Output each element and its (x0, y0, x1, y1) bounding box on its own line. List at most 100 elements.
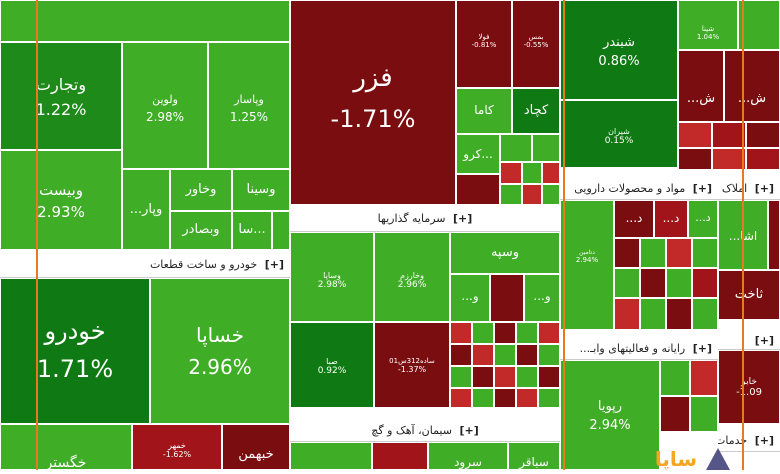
treemap-tile[interactable] (500, 134, 532, 162)
treemap-tile-khsapa[interactable]: خساپا 2.96% (150, 278, 290, 424)
expand-button[interactable]: [+] (264, 258, 284, 271)
treemap-tile-shbandar[interactable]: شبندر 0.86% (560, 0, 678, 100)
treemap-tile-volvin[interactable]: ولوین 2.98% (122, 42, 208, 169)
treemap-tile-d1[interactable]: ...د (614, 200, 654, 238)
treemap-tile[interactable] (660, 396, 690, 432)
treemap-tile[interactable] (666, 298, 692, 330)
treemap-tile[interactable] (494, 322, 516, 344)
treemap-tile[interactable] (542, 162, 560, 184)
treemap-tile-svagar[interactable]: سباقر (508, 442, 560, 470)
treemap-tile-kro[interactable]: کرو... (456, 134, 500, 174)
treemap-tile[interactable] (494, 388, 516, 408)
treemap-tile[interactable] (690, 396, 718, 432)
treemap-tile[interactable] (678, 122, 712, 148)
treemap-tile[interactable] (746, 122, 780, 148)
sector-header-auto[interactable]: [+] خودرو و ساخت قطعات (0, 254, 290, 278)
treemap-tile[interactable] (712, 148, 746, 170)
treemap-tile[interactable] (660, 360, 690, 396)
expand-button[interactable]: [+] (692, 182, 712, 195)
treemap-tile-sh1[interactable]: ...ش (678, 50, 724, 122)
treemap-tile[interactable] (692, 268, 718, 298)
treemap-tile[interactable] (690, 360, 718, 396)
treemap-tile-sord[interactable]: سرود (428, 442, 508, 470)
treemap-tile-khgostar[interactable]: خگستر (0, 424, 132, 470)
treemap-tile[interactable] (472, 322, 494, 344)
treemap-tile[interactable] (272, 211, 290, 250)
treemap-tile-shpna[interactable]: شپنا 1.04% (678, 0, 738, 50)
treemap-tile-vpar[interactable]: ...وپار (122, 169, 170, 250)
treemap-tile-khaber[interactable]: خابر -1.09 (718, 350, 780, 424)
treemap-tile-vpasar[interactable]: وپاسار 1.25% (208, 42, 290, 169)
treemap-tile[interactable] (516, 366, 538, 388)
treemap-tile[interactable] (516, 344, 538, 366)
expand-button[interactable]: [+] (459, 424, 479, 437)
treemap-tile-sade[interactable]: ساده312س01 -1.37% (374, 322, 450, 408)
treemap-tile-dtamin[interactable]: دتامین 2.94% (560, 200, 614, 330)
treemap-tile-vbsadr[interactable]: وبصادر (170, 211, 232, 250)
treemap-tile[interactable] (678, 148, 712, 170)
treemap-tile[interactable] (538, 322, 560, 344)
treemap-tile[interactable] (500, 162, 522, 184)
treemap-tile-fazar[interactable]: فزر -1.71% (290, 0, 456, 205)
treemap-tile-d2[interactable]: ...د (654, 200, 688, 238)
treemap-tile[interactable] (522, 162, 542, 184)
treemap-tile[interactable] (712, 122, 746, 148)
treemap-tile[interactable] (640, 268, 666, 298)
treemap-tile[interactable] (614, 298, 640, 330)
treemap-tile-khmehr[interactable]: خمهر -1.62% (132, 424, 222, 470)
expand-button[interactable]: [+] (692, 342, 712, 355)
treemap-tile[interactable] (372, 442, 428, 470)
treemap-tile-rpaya[interactable]: رپویا 2.94% (560, 360, 660, 470)
treemap-tile-takhcht[interactable]: ثاخت (718, 270, 780, 320)
treemap-tile[interactable] (614, 238, 640, 268)
treemap-tile-kojad[interactable]: کچاد (512, 88, 560, 134)
sector-header-cement[interactable]: [+] سیمان، آهک و گچ (290, 420, 560, 442)
treemap-tile[interactable] (640, 238, 666, 268)
treemap-tile-d3[interactable]: ...د (688, 200, 718, 238)
treemap-tile-sa[interactable]: سا... (232, 211, 272, 250)
treemap-tile[interactable] (450, 322, 472, 344)
treemap-tile-vbeast[interactable]: وبیست 2.93% (0, 150, 122, 250)
treemap-tile[interactable] (472, 366, 494, 388)
sector-header-realestate[interactable]: [+] املاک و (718, 178, 780, 200)
expand-button[interactable]: [+] (754, 182, 774, 195)
treemap-tile[interactable] (666, 268, 692, 298)
treemap-tile-shiran[interactable]: شیران 0.15% (560, 100, 678, 168)
expand-button[interactable]: [+] (754, 434, 774, 447)
treemap-tile[interactable] (538, 344, 560, 366)
sector-header-investment[interactable]: [+] سرمایه گذاریها (290, 208, 560, 232)
treemap-tile-kama[interactable]: کاما (456, 88, 512, 134)
treemap-tile[interactable] (500, 184, 522, 205)
treemap-tile[interactable] (450, 366, 472, 388)
treemap-tile[interactable] (738, 0, 780, 50)
treemap-tile-vsina[interactable]: وسینا (232, 169, 290, 211)
treemap-tile[interactable] (614, 268, 640, 298)
treemap-tile-vo2[interactable]: ...و (524, 274, 560, 322)
treemap-tile[interactable] (522, 184, 542, 205)
treemap-tile[interactable] (516, 322, 538, 344)
treemap-tile[interactable] (0, 0, 290, 42)
treemap-tile-vsapa[interactable]: وساپا 2.98% (290, 232, 374, 322)
treemap-tile[interactable] (746, 148, 780, 170)
treemap-tile-vtejarat[interactable]: وتجارت 1.22% (0, 42, 122, 150)
treemap-tile[interactable] (542, 184, 560, 205)
treemap-tile-vsepah[interactable]: وسپه (450, 232, 560, 274)
treemap-tile[interactable] (640, 298, 666, 330)
treemap-tile-vkhavar[interactable]: وخاور (170, 169, 232, 211)
expand-button[interactable]: [+] (453, 212, 473, 225)
expand-button[interactable]: [+] (754, 334, 774, 347)
treemap-tile-vo1[interactable]: ...و (450, 274, 490, 322)
sector-header-services[interactable]: [+] خدمات (718, 430, 780, 452)
treemap-tile-bmesh[interactable]: بمس -0.55% (512, 0, 560, 88)
treemap-tile-khbahman[interactable]: خبهمن (222, 424, 290, 470)
sector-header-services-top[interactable]: [+] (718, 330, 780, 350)
treemap-tile[interactable] (516, 388, 538, 408)
treemap-tile-sapa[interactable]: صبا 0.92% (290, 322, 374, 408)
sector-header-computer[interactable]: [+] رایانه و فعالیتهای وابـ... (560, 338, 718, 360)
treemap-tile[interactable] (290, 442, 372, 470)
treemap-tile-khodro[interactable]: خودرو 1.71% (0, 278, 150, 424)
treemap-tile[interactable] (538, 366, 560, 388)
treemap-tile[interactable] (692, 238, 718, 268)
treemap-tile-fola[interactable]: فولا -0.81% (456, 0, 512, 88)
sector-header-pharma[interactable]: [+] مواد و محصولات دارویی (560, 178, 718, 200)
